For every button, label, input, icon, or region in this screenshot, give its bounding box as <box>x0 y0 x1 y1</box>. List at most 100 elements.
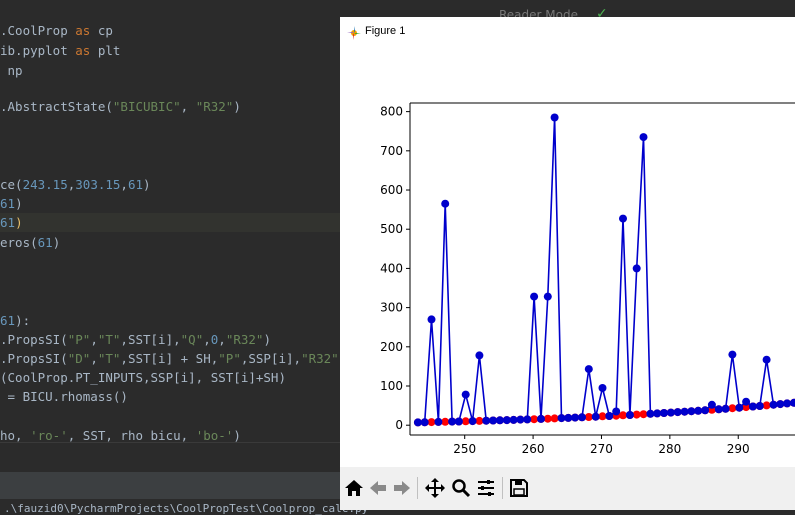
code-token: 61 <box>37 235 53 250</box>
data-point-series-0 <box>598 412 607 421</box>
code-token: ) <box>52 235 61 250</box>
figure-toolbar <box>340 467 795 510</box>
code-line: eros(61) <box>0 233 60 253</box>
figure-window[interactable]: Figure 1 0 100 200 300 400 500 600 700 800 250 260… <box>340 17 795 510</box>
y-tick-label: 100 <box>380 379 403 393</box>
plot-area: 0 100 200 300 400 500 600 700 800 250 260 270 280 290 <box>380 102 795 456</box>
terminal-path: .\fauzid0\PycharmProjects\CoolPropTest\C… <box>4 502 369 515</box>
data-point-series-0 <box>639 410 648 419</box>
code-token: "T" <box>97 332 121 347</box>
forward-button[interactable] <box>390 476 414 500</box>
code-token: ce( <box>0 177 23 192</box>
code-token: "R32" <box>225 332 264 347</box>
y-tick-label: 500 <box>380 222 403 236</box>
data-point-series-1 <box>790 398 795 407</box>
arrow-right-icon <box>394 481 410 495</box>
data-point-series-1 <box>748 402 757 411</box>
code-token: , <box>90 351 98 366</box>
code-token: ) <box>15 215 23 230</box>
code-token: ho, <box>0 428 31 443</box>
code-line: .CoolProp as cp <box>0 21 113 41</box>
data-point-series-0 <box>762 401 771 410</box>
code-token: 61 <box>0 215 16 230</box>
code-line: np <box>0 61 23 81</box>
code-token: "BICUBIC" <box>112 99 181 114</box>
code-token: "D" <box>67 351 91 366</box>
code-token: ) <box>233 99 241 114</box>
code-line: .AbstractState("BICUBIC", "R32") <box>0 97 241 117</box>
code-line: ce(243.15,303.15,61) <box>0 175 151 195</box>
code-token: , <box>180 99 196 114</box>
data-point-series-1 <box>530 292 539 301</box>
data-point-series-1 <box>461 390 470 399</box>
x-tick-label: 250 <box>453 442 476 456</box>
data-point-series-0 <box>728 404 737 413</box>
code-token: as <box>75 23 91 38</box>
code-line: .PropsSI("P","T",SST[i],"Q",0,"R32") <box>0 330 271 350</box>
data-point-series-1 <box>619 214 627 223</box>
data-point-series-1 <box>687 407 696 416</box>
data-point-series-1 <box>598 384 607 392</box>
code-token: , <box>120 177 128 192</box>
data-point-series-1 <box>509 415 518 424</box>
data-point-series-0 <box>475 416 484 425</box>
data-point-series-1 <box>714 405 723 414</box>
data-point-series-1 <box>454 417 463 426</box>
code-token: , <box>203 332 211 347</box>
configure-subplots-button[interactable] <box>474 476 498 500</box>
back-button[interactable] <box>366 476 390 500</box>
data-point-series-1 <box>420 418 429 427</box>
data-point-series-0 <box>461 417 470 426</box>
y-tick-label: 0 <box>395 418 403 432</box>
x-tick-label: 270 <box>590 442 613 456</box>
data-point-series-1 <box>646 409 655 418</box>
y-tick-label: 400 <box>380 261 403 275</box>
move-icon <box>425 478 445 498</box>
data-point-series-1 <box>413 418 422 427</box>
data-point-series-1 <box>516 415 525 424</box>
code-token: 'bo-' <box>195 428 234 443</box>
code-token: 243.15 <box>22 177 68 192</box>
data-point-series-1 <box>543 292 552 301</box>
code-token: "P" <box>67 332 91 347</box>
home-button[interactable] <box>342 476 366 500</box>
code-token: .PropsSI( <box>0 332 68 347</box>
data-point-series-0 <box>530 415 539 424</box>
code-token: np <box>0 63 23 78</box>
data-point-series-1 <box>489 416 498 425</box>
code-token: , <box>67 177 76 192</box>
data-point-series-1 <box>427 315 436 324</box>
data-point-series-1 <box>721 404 730 413</box>
code-token: , <box>218 332 226 347</box>
search-icon <box>452 479 471 498</box>
code-token: "R32" <box>301 351 339 366</box>
data-point-series-1 <box>666 408 675 417</box>
code-line: .PropsSI("D","T",SST[i] + SH,"P",SSP[i],… <box>0 349 346 369</box>
data-point-series-1 <box>639 133 648 142</box>
save-button[interactable] <box>507 476 531 500</box>
data-point-series-1 <box>707 400 716 409</box>
code-line: 61): <box>0 311 30 331</box>
code-token: plt <box>90 43 121 58</box>
figure-titlebar[interactable]: Figure 1 <box>340 17 795 47</box>
code-token: ) <box>15 196 23 211</box>
editor-divider <box>0 442 340 443</box>
code-token: "T" <box>97 351 121 366</box>
y-tick-label: 800 <box>380 105 403 119</box>
code-token: ) <box>233 428 241 443</box>
data-point-series-1 <box>557 414 566 423</box>
code-token: = BICU.rhomass() <box>0 389 128 404</box>
data-point-series-1 <box>495 416 504 425</box>
code-line: (CoolProp.PT_INPUTS,SSP[i], SST[i]+SH) <box>0 368 286 388</box>
data-point-series-1 <box>612 407 621 416</box>
code-line: ib.pyplot as plt <box>0 41 120 61</box>
toolbar-separator <box>502 477 503 499</box>
zoom-button[interactable] <box>449 476 473 500</box>
data-point-series-1 <box>735 403 744 412</box>
code-token: ib.pyplot <box>0 43 76 58</box>
pan-button[interactable] <box>423 476 447 500</box>
data-point-series-0 <box>632 410 641 419</box>
code-token: .PropsSI( <box>0 351 68 366</box>
code-token: , <box>90 332 98 347</box>
code-token: 61 <box>127 177 144 192</box>
